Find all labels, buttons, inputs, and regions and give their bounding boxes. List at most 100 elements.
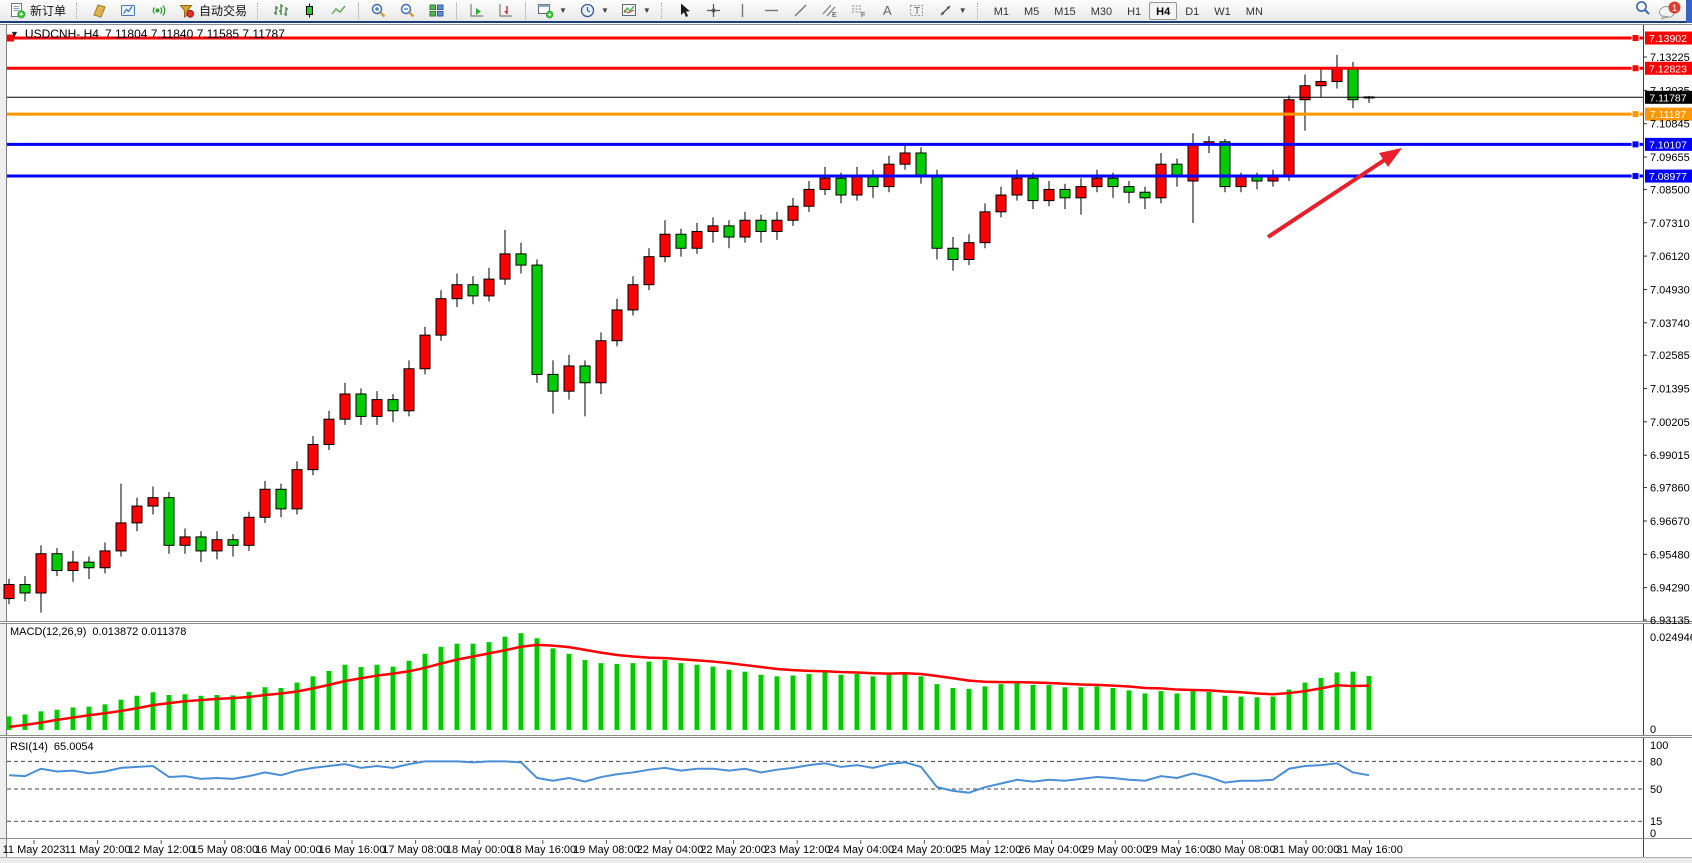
auto-trading-label: 自动交易 bbox=[199, 4, 248, 18]
new-order-label: 新订单 bbox=[30, 4, 67, 18]
svg-text:100: 100 bbox=[1650, 740, 1668, 752]
svg-text:26 May 04:00: 26 May 04:00 bbox=[1018, 844, 1085, 856]
window-edge bbox=[1686, 0, 1692, 23]
dropdown-caret-icon: ▼ bbox=[958, 6, 967, 15]
terminal-icon bbox=[120, 2, 137, 19]
auto-trading-button[interactable]: 自动交易 bbox=[173, 1, 252, 21]
svg-text:15: 15 bbox=[1650, 816, 1662, 828]
main-chart-pane[interactable] bbox=[7, 25, 1643, 621]
rsi-bottom-border bbox=[0, 838, 1692, 839]
svg-text:7.03740: 7.03740 bbox=[1650, 318, 1690, 330]
clock-icon bbox=[579, 2, 596, 19]
timeframe-button-h1[interactable]: H1 bbox=[1120, 2, 1148, 20]
trendline-tool-button[interactable] bbox=[787, 1, 814, 21]
new-order-icon bbox=[9, 2, 26, 19]
svg-text:22 May 20:00: 22 May 20:00 bbox=[700, 844, 767, 856]
pane-separator-macd[interactable] bbox=[0, 621, 1692, 624]
new-chart-button[interactable]: ▼ bbox=[532, 1, 572, 21]
zoom-in-button[interactable] bbox=[365, 1, 392, 21]
svg-text:29 May 00:00: 29 May 00:00 bbox=[1082, 844, 1149, 856]
svg-text:18 May 16:00: 18 May 16:00 bbox=[509, 844, 576, 856]
chart-shift-button[interactable] bbox=[492, 1, 519, 21]
svg-text:0: 0 bbox=[1650, 724, 1656, 736]
chart-collapse-icon[interactable]: ▼ bbox=[10, 29, 19, 39]
svg-text:6.99015: 6.99015 bbox=[1650, 450, 1690, 462]
bar-chart-button[interactable] bbox=[267, 1, 294, 21]
indicators-icon bbox=[621, 2, 638, 19]
periods-button[interactable]: ▼ bbox=[574, 1, 614, 21]
toolbar: 新订单 自动交易 bbox=[0, 0, 1692, 23]
text-tool-button[interactable]: A bbox=[874, 1, 901, 21]
text-label-tool-button[interactable]: T bbox=[903, 1, 930, 21]
tile-windows-button[interactable] bbox=[423, 1, 450, 21]
toolbar-grip bbox=[76, 2, 81, 19]
indicators-button[interactable]: ▼ bbox=[616, 1, 656, 21]
notifications-chat-icon[interactable]: 1 bbox=[1658, 1, 1682, 20]
timeframe-button-m1[interactable]: M1 bbox=[987, 2, 1016, 20]
svg-text:6.96670: 6.96670 bbox=[1650, 516, 1690, 528]
rsi-label: RSI(14) 65.0054 bbox=[10, 741, 94, 753]
candlestick-chart-button[interactable] bbox=[296, 1, 323, 21]
price-axis-ticks: 7.13225 7.12035 7.10845 7.09655 7.08500 7.073… bbox=[1643, 52, 1690, 627]
pane-separator-rsi[interactable] bbox=[0, 735, 1692, 738]
auto-scroll-button[interactable] bbox=[463, 1, 490, 21]
cursor-tool-button[interactable] bbox=[671, 1, 698, 21]
chart-shift-icon bbox=[497, 2, 514, 19]
horizontal-level-lines[interactable]: 7.13902 7.12823 7.11187 7.10107 7.08977 bbox=[7, 31, 1692, 184]
text-label-icon: T bbox=[908, 2, 925, 19]
timeframe-button-h4[interactable]: H4 bbox=[1149, 1, 1178, 20]
svg-text:31 May 16:00: 31 May 16:00 bbox=[1336, 844, 1403, 856]
timeframe-button-d1[interactable]: D1 bbox=[1178, 2, 1206, 20]
svg-text:29 May 16:00: 29 May 16:00 bbox=[1145, 844, 1212, 856]
dropdown-caret-icon: ▼ bbox=[559, 6, 567, 15]
arrows-tool-button[interactable]: ▼ bbox=[932, 1, 972, 21]
macd-label: MACD(12,26,9) 0.013872 0.011378 bbox=[10, 626, 186, 638]
price-axis[interactable] bbox=[1644, 25, 1692, 838]
timeframe-button-m15[interactable]: M15 bbox=[1047, 2, 1082, 20]
timeframe-button-m5[interactable]: M5 bbox=[1017, 2, 1046, 20]
zoom-out-button[interactable] bbox=[394, 1, 421, 21]
profiles-icon bbox=[91, 2, 108, 19]
equidistant-channel-tool-button[interactable]: E bbox=[816, 1, 843, 21]
svg-text:0: 0 bbox=[1650, 828, 1656, 840]
rsi-pane[interactable] bbox=[7, 738, 1643, 838]
trend-arrow-annotation[interactable] bbox=[1266, 148, 1402, 239]
vertical-line-tool-button[interactable] bbox=[729, 1, 756, 21]
svg-text:7.11787: 7.11787 bbox=[1649, 92, 1686, 104]
chart-top-border bbox=[0, 24, 1692, 25]
horizontal-line-tool-button[interactable] bbox=[758, 1, 785, 21]
profiles-button[interactable] bbox=[86, 1, 113, 21]
macd-pane[interactable] bbox=[7, 624, 1643, 735]
svg-text:7.12823: 7.12823 bbox=[1649, 63, 1687, 75]
dropdown-caret-icon: ▼ bbox=[642, 6, 651, 15]
timeframe-button-w1[interactable]: W1 bbox=[1207, 2, 1238, 20]
timeframe-button-m30[interactable]: M30 bbox=[1084, 2, 1119, 20]
svg-text:24 May 20:00: 24 May 20:00 bbox=[891, 844, 958, 856]
svg-text:7.07310: 7.07310 bbox=[1650, 218, 1690, 230]
fibonacci-icon: F bbox=[850, 2, 867, 19]
timeframe-button-mn[interactable]: MN bbox=[1239, 2, 1270, 20]
svg-text:7.02585: 7.02585 bbox=[1650, 350, 1690, 362]
equidistant-channel-icon: E bbox=[821, 2, 838, 19]
toolbar-separator bbox=[525, 1, 527, 20]
svg-text:7.09655: 7.09655 bbox=[1650, 152, 1690, 164]
signals-button[interactable] bbox=[144, 1, 171, 21]
search-icon[interactable] bbox=[1634, 0, 1652, 22]
candlestick-chart-icon bbox=[301, 2, 318, 19]
crosshair-tool-button[interactable] bbox=[700, 1, 727, 21]
line-chart-button[interactable] bbox=[325, 1, 352, 21]
terminal-button[interactable] bbox=[115, 1, 142, 21]
new-order-button[interactable]: 新订单 bbox=[4, 1, 71, 21]
svg-text:7.13225: 7.13225 bbox=[1650, 52, 1690, 64]
svg-text:7.06120: 7.06120 bbox=[1650, 251, 1690, 263]
time-axis[interactable] bbox=[7, 840, 1643, 857]
svg-text:E: E bbox=[832, 12, 837, 19]
toolbar-separator bbox=[358, 1, 360, 20]
fibonacci-tool-button[interactable]: F bbox=[845, 1, 872, 21]
svg-text:12 May 12:00: 12 May 12:00 bbox=[128, 844, 195, 856]
svg-text:7.12035: 7.12035 bbox=[1650, 85, 1690, 97]
svg-text:6.95480: 6.95480 bbox=[1650, 549, 1690, 561]
svg-text:7.13902: 7.13902 bbox=[1649, 33, 1687, 45]
toolbar-grip bbox=[976, 2, 982, 19]
